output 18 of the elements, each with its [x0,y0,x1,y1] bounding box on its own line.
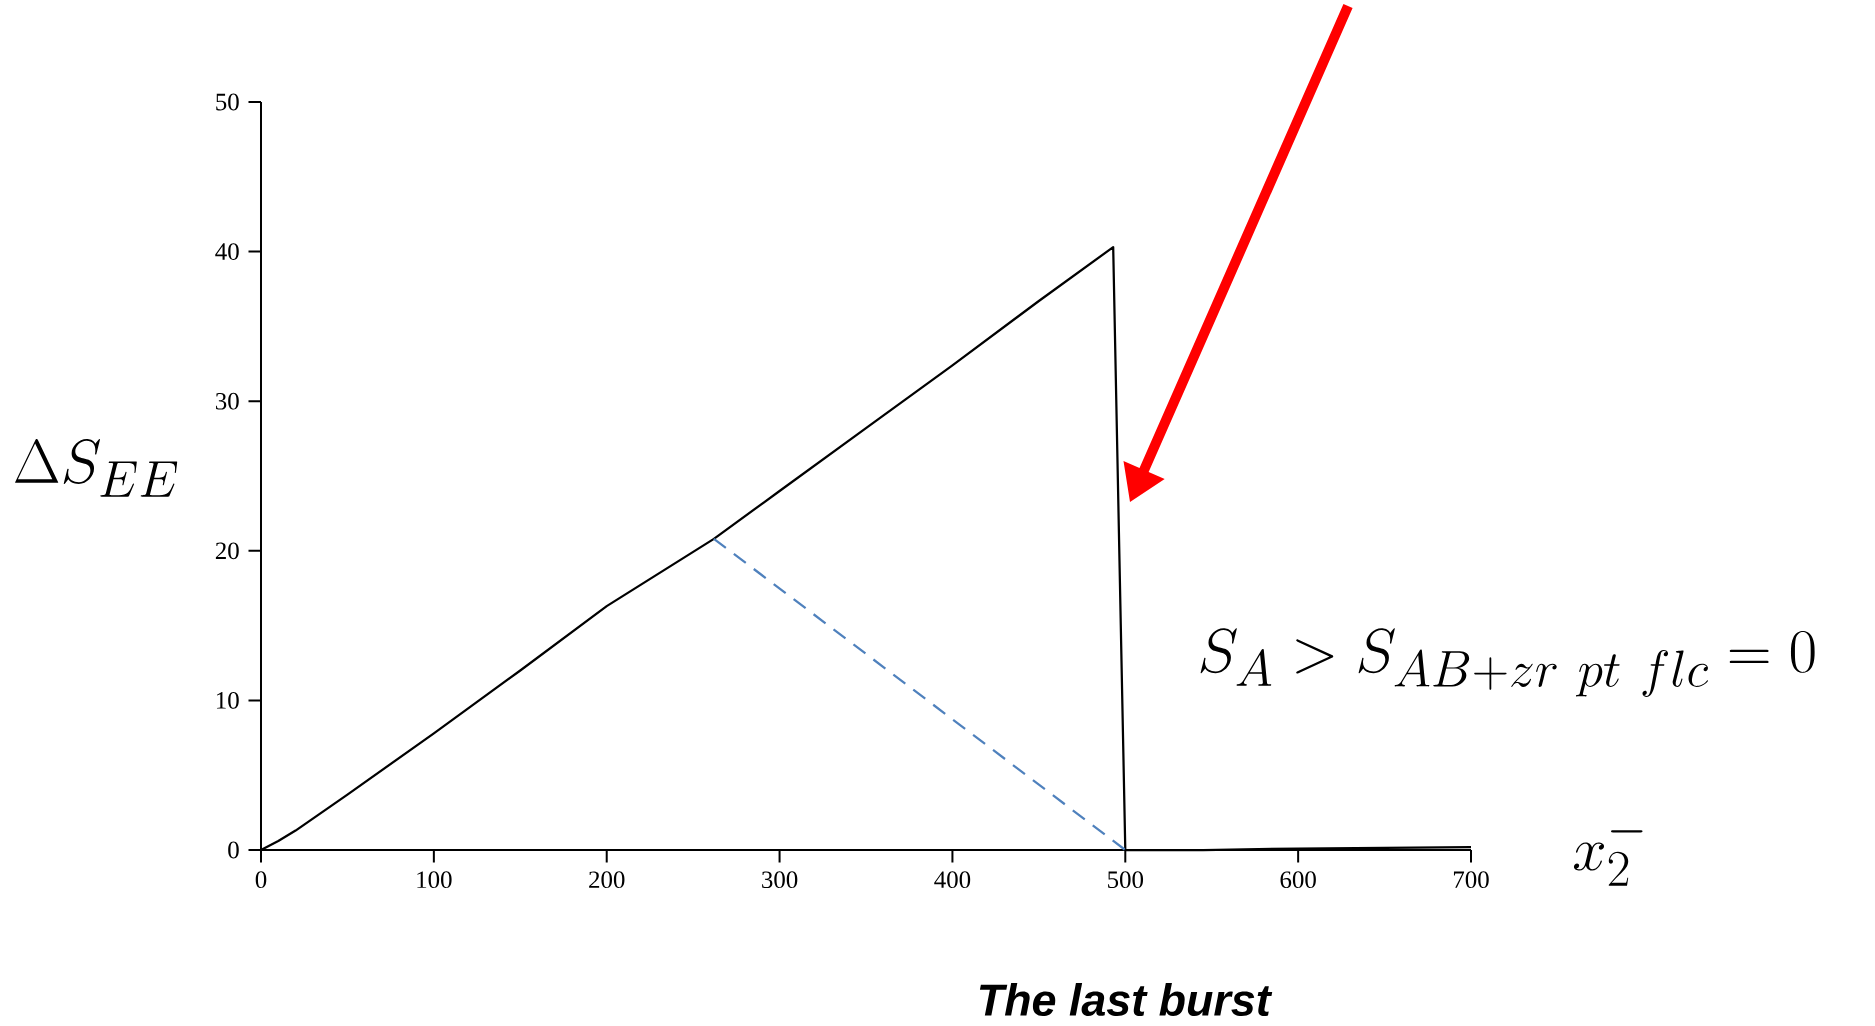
x-tick-label: 0 [255,871,267,889]
y-tick-label: 0 [228,841,239,859]
y-tick-label: 20 [215,542,239,560]
y-tick-label: 50 [216,93,239,111]
x-tick-label: 200 [589,871,625,889]
x-tick-label: 700 [1453,871,1489,889]
x-tick-label: 600 [1280,871,1316,889]
x-tick-label: 300 [762,871,798,889]
x-tick-label: 500 [1108,871,1144,889]
y-tick-label: 10 [216,692,239,709]
text: The last burst [979,983,1273,1017]
y-tick-label: 40 [215,243,239,260]
annotation: $S_{A} > S_{AB+zr\ pt\ flc} = 0$ [1200,628,1815,697]
x-tick-label: 400 [934,871,971,889]
x-axis-title: $x_2^{-}$ [1573,830,1643,886]
x-tick-label: 100 [417,871,452,889]
y-tick-label: 30 [216,392,239,410]
y-axis-title: $\Delta S_{EE}$ [15,438,178,497]
